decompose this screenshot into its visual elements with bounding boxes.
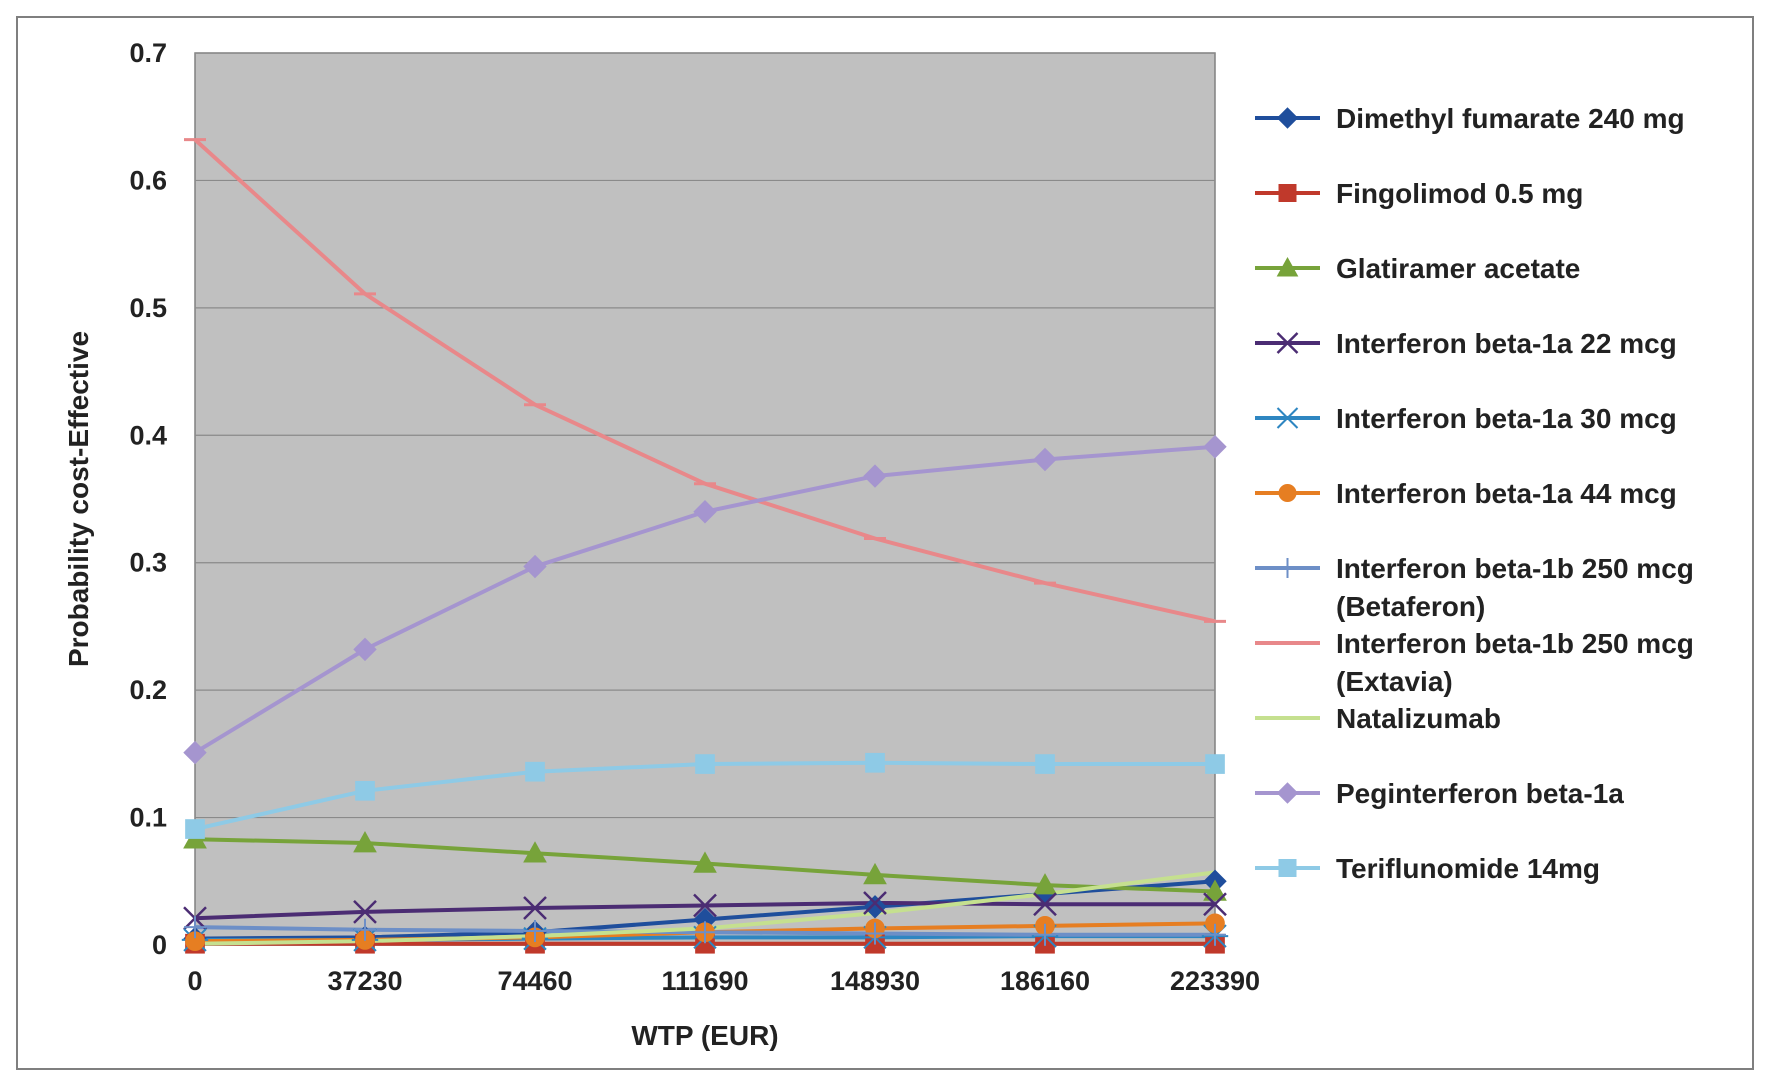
x-tick-label: 37230 [327, 966, 402, 996]
y-tick-label: 0.4 [129, 420, 167, 450]
data-point [693, 500, 717, 524]
data-point [523, 554, 547, 579]
x-tick-label: 0 [187, 966, 202, 996]
data-point [1034, 923, 1056, 946]
legend-label: Interferon beta-1a 30 mcg [1336, 403, 1677, 434]
data-point [863, 464, 887, 488]
legend-swatch-marker [1278, 484, 1297, 502]
data-point [353, 831, 377, 853]
data-point [1203, 435, 1227, 459]
data-point [863, 891, 887, 915]
plot-area [194, 52, 1216, 946]
data-point [525, 761, 545, 782]
legend-label-line2: (Extavia) [1336, 666, 1453, 697]
legend-label: Peginterferon beta-1a [1336, 778, 1624, 809]
legend-swatch-marker [1278, 184, 1297, 202]
data-point [1203, 879, 1227, 901]
legend-swatch-marker [1276, 256, 1299, 277]
data-point [1203, 892, 1227, 917]
legend-entry: Peginterferon beta-1a [1255, 778, 1624, 809]
legend-label: Interferon beta-1a 22 mcg [1336, 328, 1677, 359]
legend-entry: Interferon beta-1b 250 mcg (Extavia) [1255, 628, 1694, 697]
data-point [523, 841, 547, 863]
data-point [695, 754, 715, 774]
legend-entry: Glatiramer acetate [1255, 253, 1580, 284]
legend-label: Interferon beta-1a 44 mcg [1336, 478, 1677, 509]
y-axis-ticks: 0 0.1 0.2 0.3 0.4 0.5 0.6 0.7 [129, 38, 167, 960]
data-point [185, 819, 205, 839]
legend-label: Natalizumab [1336, 703, 1501, 734]
data-point [523, 896, 547, 920]
data-point [184, 916, 206, 939]
legend-label: Glatiramer acetate [1336, 253, 1580, 284]
data-point [864, 922, 886, 945]
y-tick-label: 0.3 [129, 548, 167, 578]
data-point [1033, 447, 1057, 472]
y-tick-label: 0.7 [129, 38, 167, 68]
data-point [524, 919, 546, 942]
legend-label-line2: (Betaferon) [1336, 591, 1485, 622]
y-tick-label: 0.6 [129, 165, 167, 195]
data-point [694, 921, 716, 944]
data-point [865, 752, 885, 773]
x-axis-ticks: 0 37230 74460 111690 148930 186160 223390 [187, 966, 1260, 996]
x-tick-label: 111690 [661, 966, 748, 996]
legend-entry: Interferon beta-1a 30 mcg [1255, 403, 1677, 434]
legend-label: Teriflunomide 14mg [1336, 853, 1600, 884]
legend-swatch-marker [1276, 107, 1299, 129]
data-point [354, 918, 376, 941]
legend-swatch-marker [1275, 407, 1300, 429]
legend-swatch-marker [1278, 859, 1297, 877]
legend-entry: Interferon beta-1a 44 mcg [1255, 478, 1677, 509]
y-tick-label: 0.2 [129, 675, 167, 705]
series-markers [181, 138, 1229, 954]
legend-entry: Fingolimod 0.5 mg [1255, 178, 1583, 209]
x-axis-title: WTP (EUR) [631, 1020, 778, 1051]
data-point [183, 740, 207, 765]
legend-swatch-marker [1277, 558, 1298, 578]
y-tick-label: 0 [152, 930, 167, 960]
x-tick-label: 223390 [1170, 966, 1260, 996]
legend-swatch-marker [1276, 782, 1299, 804]
data-point [1033, 873, 1057, 895]
data-point [1035, 754, 1055, 774]
legend-entry: Natalizumab [1255, 703, 1501, 734]
data-point [353, 899, 377, 924]
data-point [1033, 892, 1057, 917]
data-point [863, 862, 887, 885]
data-point [863, 895, 887, 919]
legend-entry: Interferon beta-1a 22 mcg [1255, 328, 1677, 359]
data-point [693, 851, 717, 873]
x-tick-label: 186160 [1000, 966, 1090, 996]
legend-entry: Interferon beta-1b 250 mcg (Betaferon) [1255, 553, 1694, 622]
data-point [1205, 754, 1225, 774]
x-tick-label: 148930 [830, 966, 920, 996]
legend-swatch-marker [1276, 332, 1299, 354]
data-point [355, 780, 375, 801]
legend-entry: Dimethyl fumarate 240 mg [1255, 103, 1685, 134]
data-point [353, 637, 377, 662]
x-tick-label: 74460 [497, 966, 572, 996]
legend-label: Fingolimod 0.5 mg [1336, 178, 1583, 209]
data-point [693, 893, 717, 918]
legend-entry: Teriflunomide 14mg [1255, 853, 1600, 884]
y-tick-label: 0.5 [129, 293, 167, 323]
legend: Dimethyl fumarate 240 mg Fingolimod 0.5 m… [1255, 103, 1694, 884]
data-point [1204, 923, 1226, 946]
legend-label: Interferon beta-1b 250 mcg [1336, 628, 1694, 659]
y-axis-title: Probability cost-Effective [63, 331, 94, 667]
y-tick-label: 0.1 [129, 803, 167, 833]
legend-label: Dimethyl fumarate 240 mg [1336, 103, 1685, 134]
legend-label: Interferon beta-1b 250 mcg [1336, 553, 1694, 584]
